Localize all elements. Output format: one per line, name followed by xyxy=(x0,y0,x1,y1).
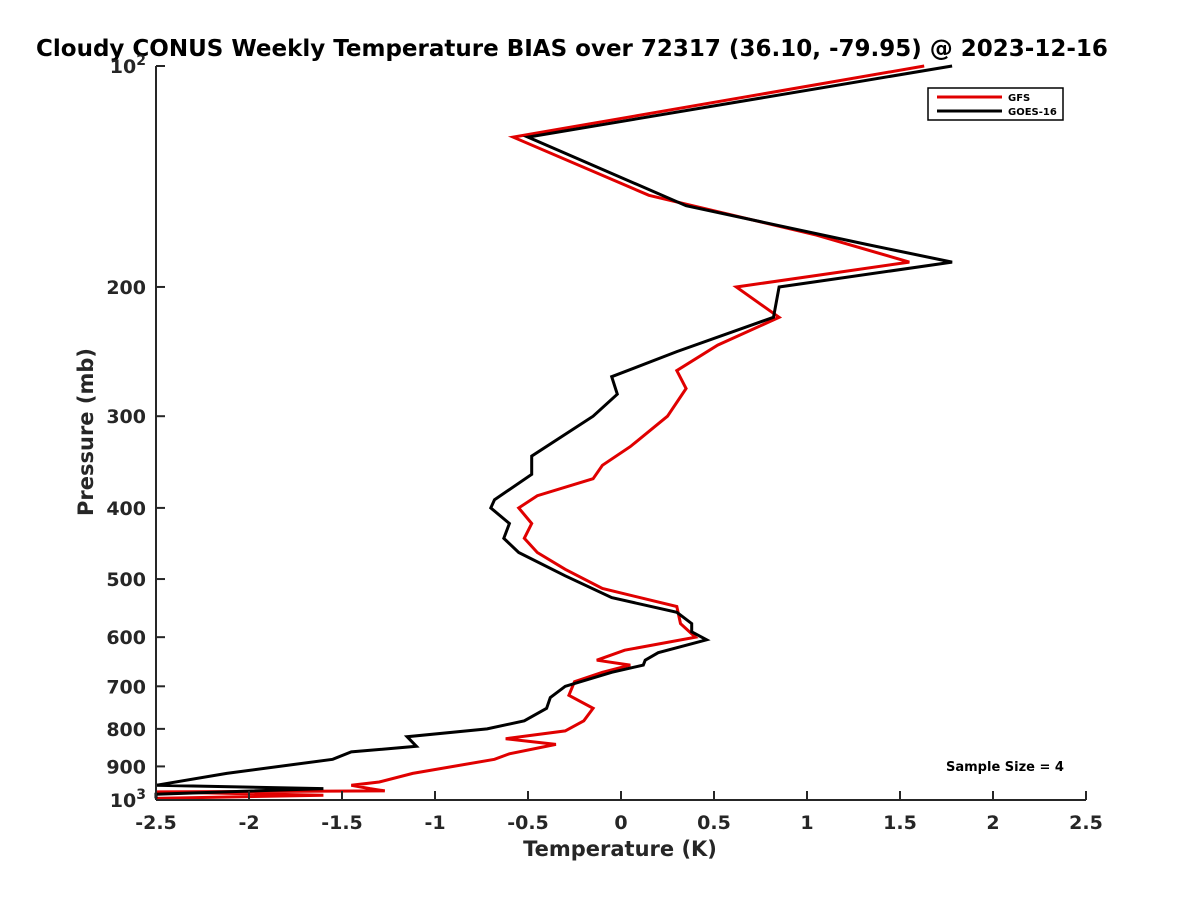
chart-title: Cloudy CONUS Weekly Temperature BIAS ove… xyxy=(36,36,1108,62)
axes xyxy=(155,65,1087,801)
x-tick-label: 1.5 xyxy=(883,812,917,834)
sample-size-annotation: Sample Size = 4 xyxy=(946,760,1064,775)
y-tick-label: 102 xyxy=(110,53,146,78)
y-tick-label: 700 xyxy=(106,676,146,698)
y-tick-label: 900 xyxy=(106,756,146,778)
tick-labels: -2.5 -2 -1.5 -1 -0.5 0 0.5 1 1.5 2 2.5 102 200 300 400… xyxy=(106,53,1103,834)
y-tick-label: 500 xyxy=(106,569,146,591)
legend-box xyxy=(927,87,1064,121)
y-tick-label: 103 xyxy=(110,787,146,812)
x-tick-label: 1 xyxy=(800,812,813,834)
series-line-gfs xyxy=(155,64,925,800)
y-tick-label: 800 xyxy=(106,719,146,741)
plot-area xyxy=(154,64,953,800)
y-tick-label: 300 xyxy=(106,406,146,428)
series-line-goes-16 xyxy=(154,64,953,799)
x-tick-label: -1.5 xyxy=(321,812,363,834)
x-tick-label: -0.5 xyxy=(507,812,549,834)
legend-label-gfs: GFS xyxy=(1008,93,1030,104)
x-tick-label: -2 xyxy=(238,812,259,834)
x-tick-label: -1 xyxy=(424,812,445,834)
legend: GFS GOES-16 xyxy=(927,87,1064,121)
x-axis-label: Temperature (K) xyxy=(523,837,717,861)
x-tick-label: 0.5 xyxy=(697,812,731,834)
y-tick-label: 400 xyxy=(106,498,146,520)
y-axis-label: Pressure (mb) xyxy=(74,348,98,516)
x-tick-label: -2.5 xyxy=(135,812,177,834)
x-tick-label: 0 xyxy=(614,812,627,834)
x-tick-label: 2.5 xyxy=(1069,812,1103,834)
y-tick-label: 600 xyxy=(106,627,146,649)
y-tick-label: 200 xyxy=(106,277,146,299)
legend-label-goes-16: GOES-16 xyxy=(1008,107,1057,118)
x-tick-label: 2 xyxy=(986,812,999,834)
